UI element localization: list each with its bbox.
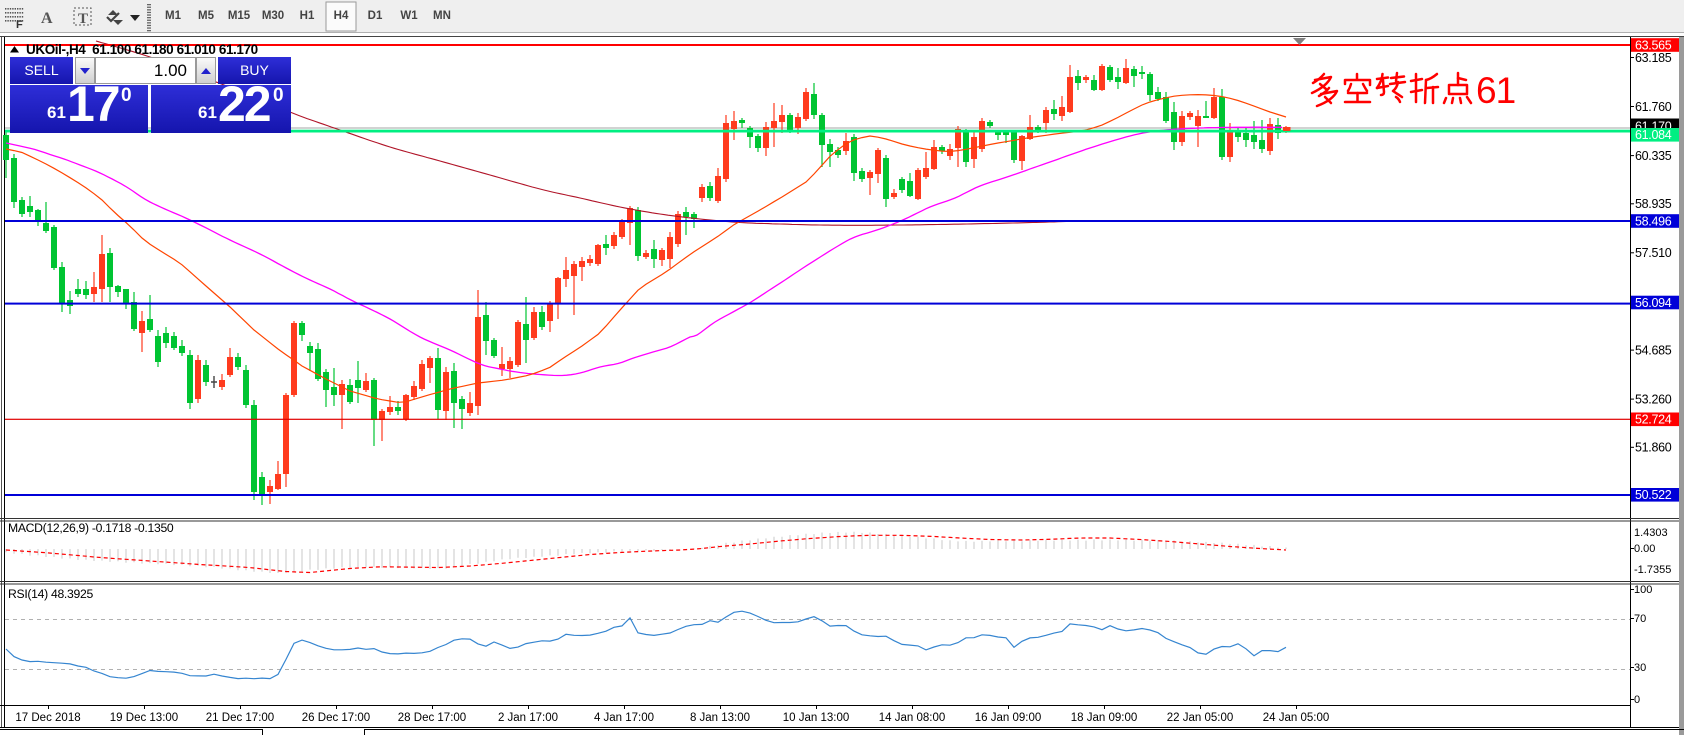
svg-text:58.935: 58.935 bbox=[1635, 197, 1672, 211]
svg-text:A: A bbox=[41, 10, 53, 27]
svg-text:22 Jan 05:00: 22 Jan 05:00 bbox=[1167, 712, 1234, 724]
svg-text:63.565: 63.565 bbox=[1635, 38, 1672, 52]
svg-text:F: F bbox=[16, 19, 23, 31]
svg-text:63.185: 63.185 bbox=[1635, 51, 1672, 65]
svg-text:70: 70 bbox=[1634, 613, 1646, 625]
svg-text:UKOil-,H4 61.100 61.180 61.01: UKOil-,H4 61.100 61.180 61.010 61.170 bbox=[26, 42, 258, 57]
svg-text:61.760: 61.760 bbox=[1635, 100, 1672, 114]
svg-text:18 Jan 09:00: 18 Jan 09:00 bbox=[1071, 712, 1138, 724]
svg-text:16 Jan 09:00: 16 Jan 09:00 bbox=[975, 712, 1042, 724]
svg-text:17 Dec 2018: 17 Dec 2018 bbox=[15, 712, 80, 724]
svg-text:54.685: 54.685 bbox=[1635, 343, 1672, 357]
svg-text:14 Jan 08:00: 14 Jan 08:00 bbox=[879, 712, 946, 724]
svg-text:52.724: 52.724 bbox=[1635, 413, 1672, 427]
svg-text:0: 0 bbox=[1634, 694, 1640, 706]
svg-text:MACD(12,26,9) -0.1718 -0.1350: MACD(12,26,9) -0.1718 -0.1350 bbox=[8, 521, 174, 535]
svg-text:58.496: 58.496 bbox=[1635, 214, 1672, 228]
svg-text:61: 61 bbox=[1476, 70, 1515, 111]
svg-text:100: 100 bbox=[1634, 584, 1652, 596]
svg-text:4 Jan 17:00: 4 Jan 17:00 bbox=[594, 712, 654, 724]
svg-text:51.860: 51.860 bbox=[1635, 441, 1672, 455]
svg-text:-1.7355: -1.7355 bbox=[1634, 564, 1671, 576]
svg-text:T: T bbox=[78, 11, 88, 27]
svg-text:57.510: 57.510 bbox=[1635, 246, 1672, 260]
svg-text:8 Jan 13:00: 8 Jan 13:00 bbox=[690, 712, 750, 724]
svg-text:21 Dec 17:00: 21 Dec 17:00 bbox=[206, 712, 274, 724]
svg-text:19 Dec 13:00: 19 Dec 13:00 bbox=[110, 712, 178, 724]
svg-text:RSI(14) 48.3925: RSI(14) 48.3925 bbox=[8, 587, 93, 601]
svg-text:30: 30 bbox=[1634, 662, 1646, 674]
svg-text:61.084: 61.084 bbox=[1635, 128, 1672, 142]
svg-text:1.4303: 1.4303 bbox=[1634, 527, 1668, 539]
svg-text:56.094: 56.094 bbox=[1635, 296, 1672, 310]
svg-text:26 Dec 17:00: 26 Dec 17:00 bbox=[302, 712, 370, 724]
svg-text:28 Dec 17:00: 28 Dec 17:00 bbox=[398, 712, 466, 724]
svg-text:60.335: 60.335 bbox=[1635, 149, 1672, 163]
svg-text:2 Jan 17:00: 2 Jan 17:00 bbox=[498, 712, 558, 724]
svg-text:24 Jan 05:00: 24 Jan 05:00 bbox=[1263, 712, 1330, 724]
svg-text:53.260: 53.260 bbox=[1635, 392, 1672, 406]
svg-text:10 Jan 13:00: 10 Jan 13:00 bbox=[783, 712, 850, 724]
svg-text:0.00: 0.00 bbox=[1634, 543, 1655, 555]
svg-text:50.522: 50.522 bbox=[1635, 488, 1672, 502]
